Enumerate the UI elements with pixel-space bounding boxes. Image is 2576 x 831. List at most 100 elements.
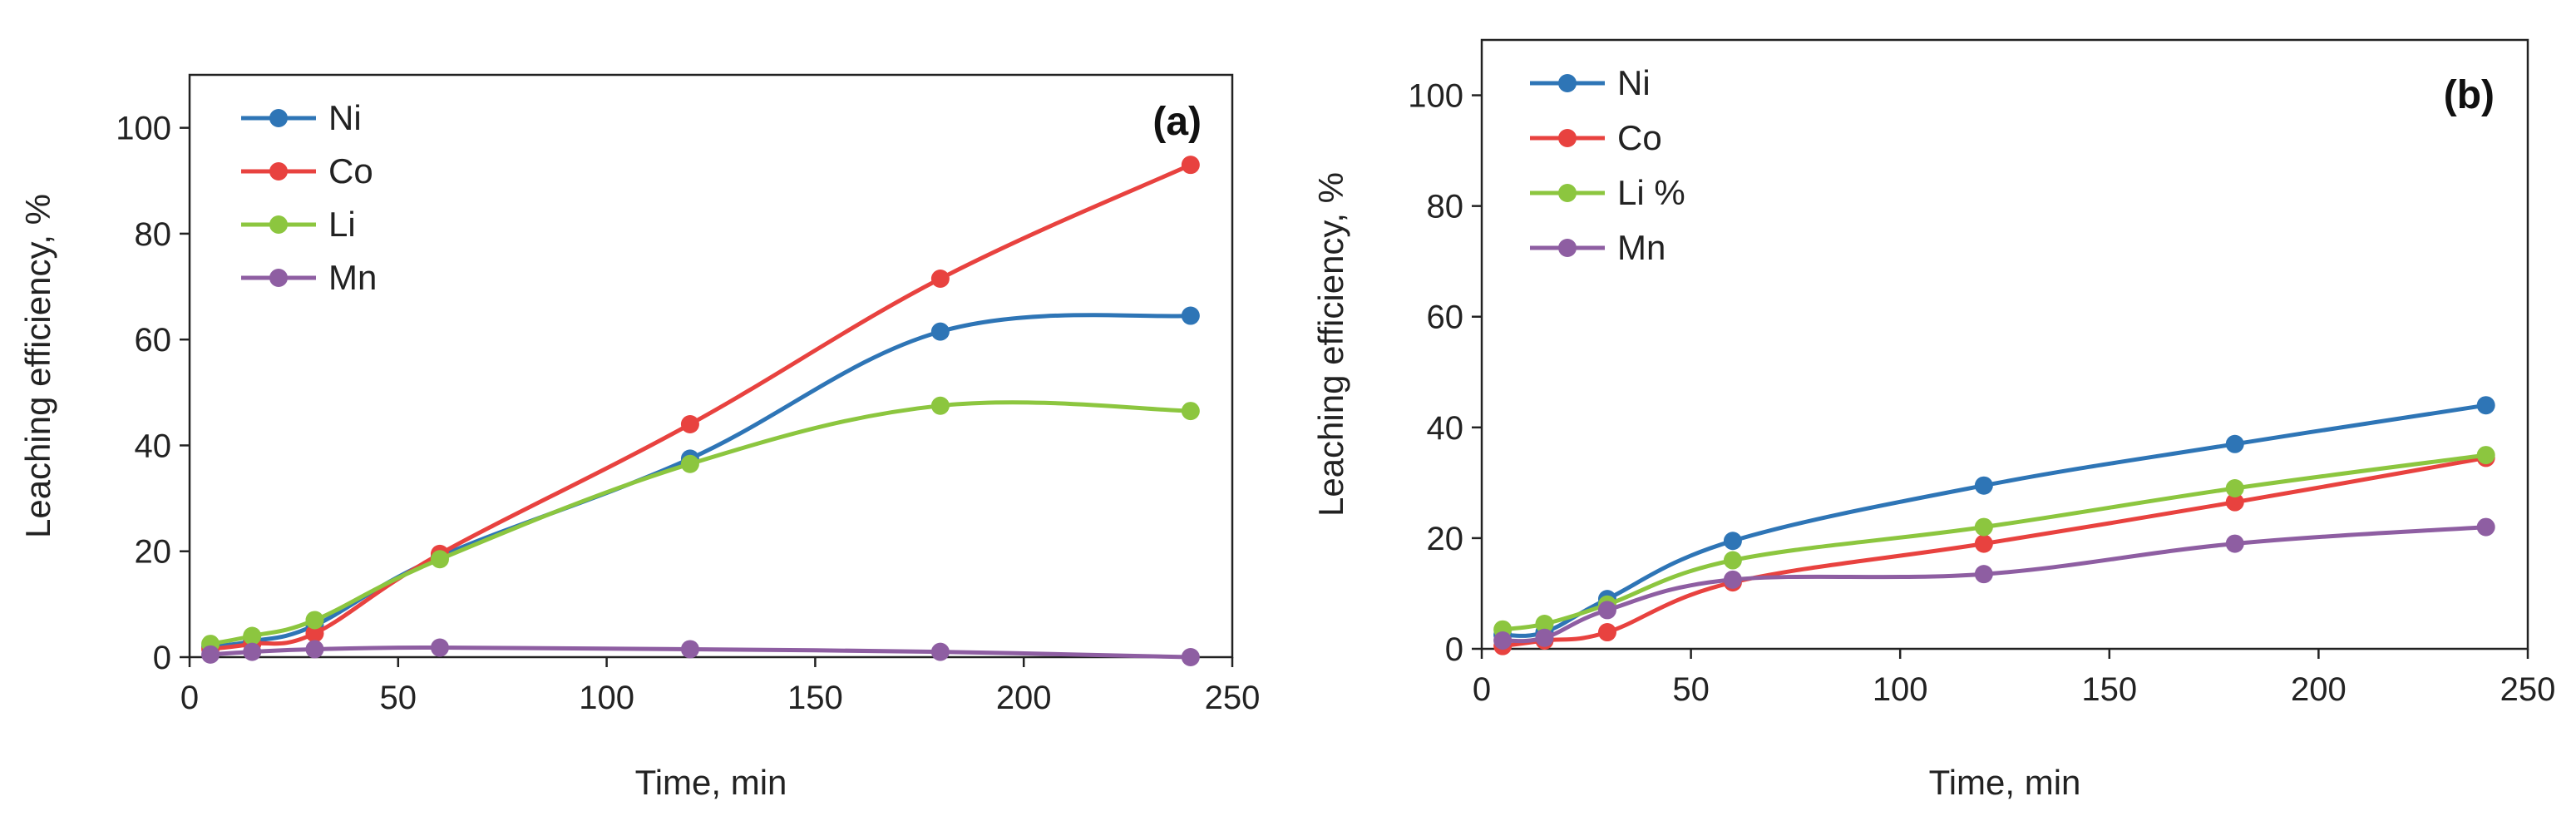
x-tick-label: 150 — [787, 680, 843, 716]
data-point — [1974, 476, 1993, 495]
x-tick-label: 0 — [1473, 671, 1491, 708]
series-ni — [1493, 396, 2495, 645]
y-tick-label: 40 — [1427, 410, 1464, 447]
data-point — [201, 645, 220, 664]
series-line — [1502, 455, 2487, 649]
data-point — [2476, 446, 2495, 465]
data-point — [1535, 615, 1554, 634]
data-point — [1535, 628, 1554, 647]
legend-entry: Li — [241, 205, 356, 244]
y-tick-label: 0 — [153, 640, 171, 676]
y-tick-label: 100 — [116, 111, 171, 147]
chart-panel-a: 0 20 40 60 80 100 0 50 100 150 200 250 Time, min Leac… — [18, 73, 1261, 802]
data-point — [305, 624, 324, 643]
plot-frame — [1480, 38, 2529, 650]
panel-label: (b) — [2444, 73, 2495, 117]
legend-entry: Ni — [1530, 63, 1651, 102]
legend-marker — [1558, 239, 1577, 257]
data-point — [930, 270, 950, 288]
x-tick-label: 250 — [1205, 680, 1261, 716]
data-point — [2476, 517, 2495, 537]
legend-entry: Mn — [241, 258, 377, 297]
data-point — [1723, 551, 1742, 570]
data-point — [930, 642, 950, 661]
y-tick-label: 60 — [135, 322, 172, 359]
legend-marker — [1558, 129, 1577, 147]
x-tick-label: 100 — [1873, 671, 1928, 708]
y-tick-label: 20 — [1427, 521, 1464, 557]
chart-panel-b: 0 20 40 60 80 100 0 50 100 150 200 250 Time, min Leac… — [1311, 38, 2556, 802]
y-axis-title: Leaching efficiency, % — [1311, 172, 1350, 517]
x-tick-label: 200 — [2291, 671, 2347, 708]
panel-label: (a) — [1152, 100, 1202, 144]
series-co — [1493, 448, 2495, 655]
data-point — [243, 642, 262, 661]
series-line — [1502, 453, 2487, 632]
legend-marker — [1558, 184, 1577, 202]
series-line — [210, 646, 1191, 660]
series-line — [1503, 403, 2487, 638]
y-tick-label: 80 — [135, 216, 172, 253]
x-tick-label: 200 — [996, 680, 1052, 716]
legend-label: Co — [1617, 118, 1662, 157]
legend-entry: Co — [1530, 118, 1662, 157]
series-line — [210, 400, 1191, 646]
y-tick-label: 80 — [1427, 189, 1464, 225]
legend-marker — [269, 109, 288, 127]
data-point — [2225, 434, 2244, 453]
legend-label: Co — [328, 151, 373, 190]
legend-label: Mn — [1617, 228, 1666, 267]
y-tick-label: 100 — [1408, 78, 1463, 115]
series-mn — [1493, 517, 2495, 650]
data-point — [430, 550, 449, 569]
plot-frame — [188, 73, 1234, 659]
data-point — [930, 322, 950, 341]
data-point — [1974, 534, 1993, 553]
series-line — [210, 162, 1192, 651]
data-point — [305, 640, 324, 659]
legend-label: Li % — [1617, 173, 1685, 212]
data-point — [680, 415, 699, 433]
x-tick-label: 50 — [380, 680, 417, 716]
legend-entry: Li % — [1530, 173, 1685, 212]
x-tick-label: 150 — [2081, 671, 2137, 708]
data-point — [680, 640, 699, 659]
legend-marker — [269, 215, 288, 234]
data-point — [430, 638, 449, 657]
data-point — [2476, 396, 2495, 415]
data-point — [1723, 532, 1742, 551]
legend-entry: Mn — [1530, 228, 1666, 267]
x-tick-label: 250 — [2500, 671, 2556, 708]
series-li — [201, 396, 1200, 654]
data-point — [1181, 402, 1200, 421]
y-tick-label: 0 — [1445, 631, 1463, 668]
legend-label: Ni — [1617, 63, 1651, 102]
data-point — [1181, 156, 1200, 175]
data-point — [2225, 492, 2244, 512]
data-point — [930, 396, 950, 415]
data-point — [680, 454, 699, 473]
data-point — [1974, 517, 1993, 537]
x-axis-title: Time, min — [635, 763, 787, 802]
legend-entry: Co — [241, 151, 373, 190]
data-point — [1597, 601, 1616, 620]
series-li — [1493, 446, 2495, 639]
y-tick-label: 40 — [135, 428, 172, 464]
legend-marker — [1558, 74, 1577, 92]
legend-entry: Ni — [241, 98, 362, 137]
x-tick-label: 50 — [1672, 671, 1710, 708]
legend-marker — [269, 162, 288, 181]
data-point — [243, 626, 262, 646]
data-point — [1597, 623, 1616, 642]
data-point — [1493, 631, 1513, 650]
x-tick-label: 0 — [180, 680, 199, 716]
data-point — [1181, 306, 1200, 325]
legend-label: Li — [328, 205, 356, 244]
data-point — [1181, 648, 1200, 666]
x-tick-label: 100 — [579, 680, 634, 716]
data-point — [1723, 570, 1742, 589]
series-line — [1503, 525, 2486, 644]
y-tick-label: 20 — [135, 534, 172, 571]
legend-label: Ni — [328, 98, 362, 137]
